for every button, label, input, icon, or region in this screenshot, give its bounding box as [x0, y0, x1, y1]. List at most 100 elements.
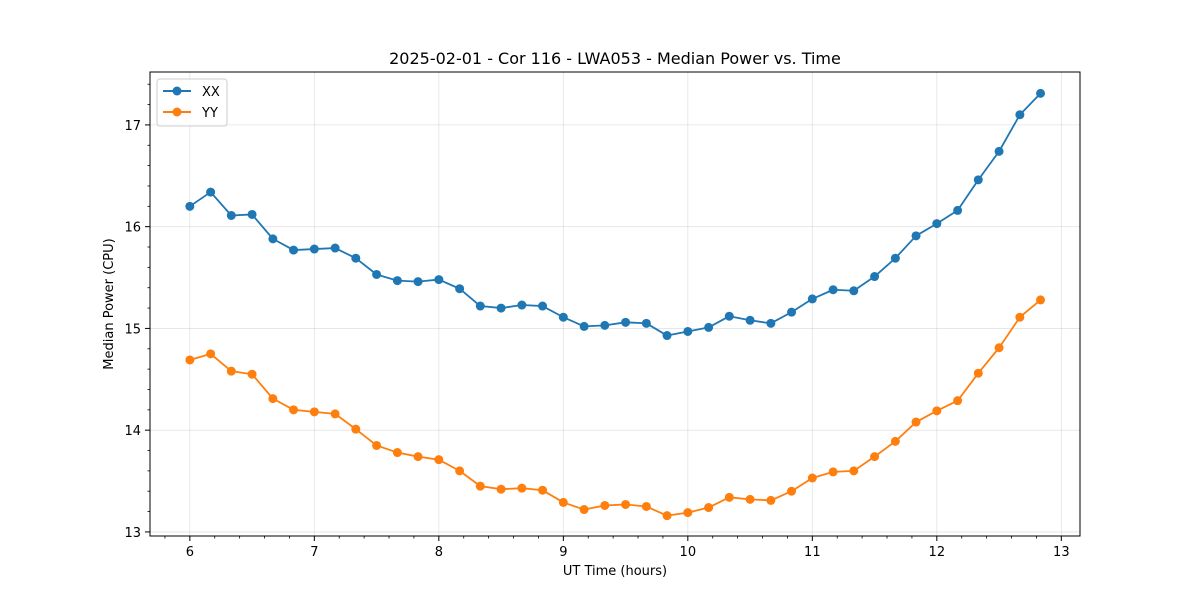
data-point-yy — [185, 355, 195, 365]
y-tick-label: 14 — [124, 424, 141, 439]
data-point-yy — [351, 424, 361, 434]
data-point-yy — [1015, 312, 1025, 322]
data-point-yy — [455, 466, 465, 476]
data-point-xx — [828, 285, 838, 295]
y-tick-label: 16 — [124, 221, 141, 236]
data-point-yy — [558, 497, 568, 507]
data-point-xx — [724, 311, 734, 321]
data-point-xx — [455, 284, 465, 294]
data-point-xx — [1015, 110, 1025, 120]
data-point-yy — [600, 500, 610, 510]
data-point-yy — [662, 511, 672, 521]
data-point-xx — [973, 175, 983, 185]
data-point-xx — [849, 286, 859, 296]
data-point-yy — [496, 484, 506, 494]
data-point-yy — [309, 407, 319, 417]
legend: XX YY — [156, 78, 228, 127]
data-point-xx — [413, 277, 423, 287]
data-point-yy — [372, 440, 382, 450]
x-axis: 6 7 8 9 10 11 12 13 — [164, 536, 1070, 560]
data-point-xx — [953, 205, 963, 215]
data-point-yy — [807, 473, 817, 483]
data-point-yy — [517, 483, 527, 493]
data-point-xx — [351, 253, 361, 263]
data-point-yy — [828, 467, 838, 477]
grid — [150, 72, 1080, 536]
data-point-xx — [496, 303, 506, 313]
data-point-xx — [434, 275, 444, 285]
x-tick-label: 8 — [435, 545, 443, 560]
data-point-xx — [330, 243, 340, 253]
data-point-xx — [475, 301, 485, 311]
data-point-yy — [870, 452, 880, 462]
data-point-xx — [683, 326, 693, 336]
data-point-yy — [579, 505, 589, 515]
data-point-yy — [745, 494, 755, 504]
data-point-yy — [1036, 295, 1046, 305]
data-point-xx — [579, 321, 589, 331]
data-point-yy — [932, 406, 942, 416]
data-point-xx — [870, 272, 880, 282]
data-point-xx — [600, 320, 610, 330]
data-point-xx — [247, 209, 257, 219]
x-tick-label: 13 — [1053, 545, 1070, 560]
data-point-yy — [268, 394, 278, 404]
y-tick-label: 13 — [124, 526, 141, 541]
x-tick-label: 11 — [804, 545, 821, 560]
x-tick-label: 6 — [186, 545, 194, 560]
y-axis-label: Median Power (CPU) — [102, 238, 117, 369]
data-point-xx — [621, 317, 631, 327]
series-xx — [185, 88, 1046, 341]
data-point-xx — [932, 219, 942, 229]
data-point-xx — [392, 276, 402, 286]
legend-label-xx: XX — [202, 85, 220, 100]
data-point-xx — [641, 318, 651, 328]
data-point-yy — [724, 492, 734, 502]
data-point-xx — [807, 294, 817, 304]
data-point-xx — [226, 210, 236, 220]
data-point-xx — [185, 201, 195, 211]
data-point-yy — [330, 409, 340, 419]
data-point-xx — [662, 331, 672, 341]
data-point-yy — [890, 436, 900, 446]
data-point-xx — [911, 231, 921, 241]
data-point-xx — [558, 312, 568, 322]
data-point-xx — [372, 269, 382, 279]
data-point-yy — [413, 452, 423, 462]
series-yy — [185, 295, 1046, 521]
data-point-yy — [911, 417, 921, 427]
data-point-xx — [890, 253, 900, 263]
x-tick-label: 10 — [680, 545, 697, 560]
data-point-xx — [538, 301, 548, 311]
data-point-yy — [206, 349, 216, 359]
data-point-xx — [309, 244, 319, 254]
data-point-xx — [206, 187, 216, 197]
data-point-yy — [766, 495, 776, 505]
data-point-yy — [704, 503, 714, 513]
y-tick-label: 17 — [124, 119, 141, 134]
data-point-yy — [973, 368, 983, 378]
data-point-yy — [641, 501, 651, 511]
x-tick-label: 12 — [929, 545, 946, 560]
legend-label-yy: YY — [201, 106, 218, 121]
data-point-yy — [683, 508, 693, 518]
data-point-yy — [247, 369, 257, 379]
data-point-yy — [994, 343, 1004, 353]
data-point-xx — [787, 307, 797, 317]
data-point-yy — [849, 466, 859, 476]
data-point-xx — [994, 146, 1004, 156]
data-point-xx — [704, 322, 714, 332]
data-point-yy — [434, 455, 444, 465]
x-axis-label: UT Time (hours) — [563, 564, 667, 579]
data-point-yy — [621, 499, 631, 509]
data-point-yy — [953, 396, 963, 406]
plot-frame — [149, 71, 1081, 537]
data-point-yy — [226, 366, 236, 376]
data-point-xx — [289, 245, 299, 255]
x-tick-label: 9 — [559, 545, 567, 560]
data-point-xx — [766, 318, 776, 328]
data-point-xx — [1036, 88, 1046, 98]
y-axis: 13 14 15 16 17 — [124, 83, 150, 541]
legend-marker-xx — [172, 86, 182, 96]
